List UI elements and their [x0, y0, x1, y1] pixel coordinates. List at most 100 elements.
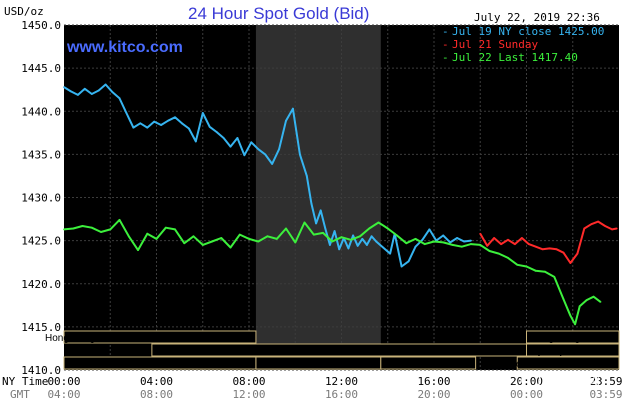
- data-point: [460, 245, 463, 248]
- x-tick-label-ny: 04:00: [140, 375, 173, 388]
- legend-entry: Jul 22 Last 1417.40: [452, 51, 578, 64]
- data-point: [97, 89, 100, 92]
- data-point: [248, 238, 250, 240]
- data-point: [118, 219, 121, 221]
- y-axis-unit-label: USD/oz: [4, 5, 44, 18]
- market-session-3: London: [151, 343, 527, 357]
- y-tick-label: 1440.0: [21, 105, 61, 118]
- data-point: [486, 244, 489, 247]
- data-point: [109, 228, 112, 231]
- y-tick-label: 1445.0: [21, 62, 61, 75]
- data-point: [303, 221, 306, 224]
- y-tick-label: 1415.0: [21, 321, 61, 334]
- data-point: [70, 90, 72, 93]
- data-point: [493, 237, 496, 239]
- market-session-5: New York Globex: [63, 356, 257, 370]
- data-point: [338, 248, 341, 251]
- data-point: [160, 124, 163, 126]
- data-point: [83, 87, 86, 90]
- x-tick-label-ny: 08:00: [232, 375, 265, 388]
- data-point: [63, 86, 65, 88]
- data-point: [90, 93, 93, 95]
- y-tick-label: 1420.0: [21, 278, 61, 291]
- data-point: [470, 239, 472, 242]
- data-point: [72, 227, 75, 230]
- data-point: [578, 305, 581, 308]
- market-session-label: NY Globex: [390, 359, 438, 370]
- market-session-bar: [380, 356, 477, 370]
- market-session-label: Hong Kong: [45, 333, 95, 344]
- data-point: [525, 265, 528, 268]
- data-point: [507, 238, 509, 241]
- y-tick-label: 1425.0: [21, 235, 61, 248]
- data-point: [423, 243, 426, 245]
- data-point: [347, 247, 350, 250]
- data-point: [340, 236, 343, 239]
- market-session-1: Hong Kong: [45, 330, 257, 344]
- x-tick-label-gmt: 03:59: [589, 388, 622, 401]
- x-tick-label-gmt: 00:00: [510, 388, 543, 401]
- data-point: [194, 140, 197, 143]
- data-point: [414, 238, 417, 240]
- data-point: [456, 237, 459, 239]
- data-point: [449, 241, 452, 244]
- data-point: [100, 231, 102, 233]
- data-point: [585, 299, 588, 302]
- data-point: [414, 245, 417, 248]
- market-session-label: Hong Kong: [530, 333, 580, 344]
- data-point: [368, 227, 371, 230]
- data-point: [569, 314, 572, 317]
- data-point: [405, 242, 408, 245]
- market-session-4: Sydney: [526, 343, 620, 357]
- data-point: [527, 243, 530, 245]
- data-point: [615, 227, 618, 230]
- data-point: [555, 248, 558, 251]
- data-point: [396, 234, 398, 237]
- ny-time-row-label: NY Time: [2, 375, 48, 388]
- data-point: [181, 122, 183, 125]
- data-point: [294, 241, 297, 244]
- data-point: [389, 252, 391, 255]
- data-point: [497, 252, 500, 255]
- data-point: [590, 223, 593, 226]
- legend-marker: -: [442, 38, 449, 51]
- data-point: [500, 243, 502, 245]
- data-point: [137, 249, 139, 252]
- data-point: [104, 83, 107, 86]
- data-point: [215, 131, 218, 133]
- x-tick-label-gmt: 20:00: [417, 388, 450, 401]
- market-session-2: Hong Kong: [526, 330, 620, 344]
- data-point: [553, 275, 556, 278]
- data-point: [125, 112, 128, 114]
- market-session-label: New York Globex: [509, 359, 586, 370]
- data-point: [174, 228, 176, 231]
- data-point: [312, 233, 315, 236]
- data-point: [266, 235, 269, 238]
- data-point: [132, 126, 135, 129]
- data-point: [421, 238, 424, 241]
- data-point: [305, 175, 308, 177]
- data-point: [329, 244, 331, 246]
- data-point: [275, 238, 278, 240]
- data-point: [146, 232, 149, 235]
- data-point: [250, 141, 253, 144]
- data-point: [174, 116, 176, 119]
- x-tick-label-ny: 00:00: [47, 375, 80, 388]
- data-point: [127, 235, 130, 238]
- data-point: [428, 228, 431, 231]
- y-tick-label: 1430.0: [21, 192, 61, 205]
- data-point: [298, 153, 301, 156]
- data-point: [377, 221, 380, 224]
- data-point: [583, 227, 586, 230]
- x-tick-label-ny: 12:00: [325, 375, 358, 388]
- watermark-logo-icon: [521, 370, 541, 390]
- data-point: [139, 122, 142, 125]
- data-point: [315, 222, 317, 225]
- grid-lines: [64, 24, 619, 371]
- data-point: [183, 242, 186, 245]
- market-session-8: New York Globex: [509, 356, 620, 370]
- y-axis-ticks: 1450.0 1445.0 1440.0 1435.0 1430.0 1425.0 1420…: [21, 19, 61, 377]
- data-point: [164, 226, 167, 229]
- data-point: [243, 154, 246, 157]
